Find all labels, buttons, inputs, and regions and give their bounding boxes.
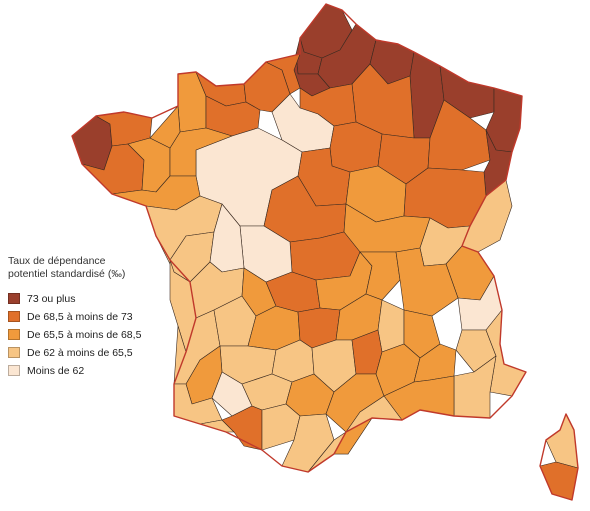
legend-swatch xyxy=(8,311,20,322)
legend-swatch xyxy=(8,365,20,376)
legend-label: De 62 à moins de 65,5 xyxy=(27,346,133,359)
map-legend: Taux de dépendance potentiel standardisé… xyxy=(8,255,268,381)
department-mayenne xyxy=(149,105,181,149)
legend-title-line-2: potentiel standardisé (‰) xyxy=(8,268,126,280)
corsica-outline xyxy=(539,413,579,501)
france-outline xyxy=(71,3,527,473)
legend-item-62-to-65-5: De 62 à moins de 65,5 xyxy=(8,345,268,360)
department-finistere xyxy=(71,115,113,171)
department-haute-corse xyxy=(545,413,579,469)
legend-title: Taux de dépendance potentiel standardisé… xyxy=(8,255,268,281)
legend-swatch xyxy=(8,293,20,304)
legend-label: Moins de 62 xyxy=(27,364,85,377)
legend-item-73-plus: 73 ou plus xyxy=(8,291,268,306)
legend-swatch xyxy=(8,347,20,358)
legend-title-line-1: Taux de dépendance xyxy=(8,255,106,267)
legend-label: De 68,5 à moins de 73 xyxy=(27,310,133,323)
legend-label: 73 ou plus xyxy=(27,292,76,305)
legend-item-under-62: Moins de 62 xyxy=(8,363,268,378)
legend-item-68-5-to-73: De 68,5 à moins de 73 xyxy=(8,309,268,324)
legend-label: De 65,5 à moins de 68,5 xyxy=(27,328,142,341)
legend-swatch xyxy=(8,329,20,340)
department-ardeche xyxy=(377,299,405,353)
legend-item-65-5-to-68-5: De 65,5 à moins de 68,5 xyxy=(8,327,268,342)
